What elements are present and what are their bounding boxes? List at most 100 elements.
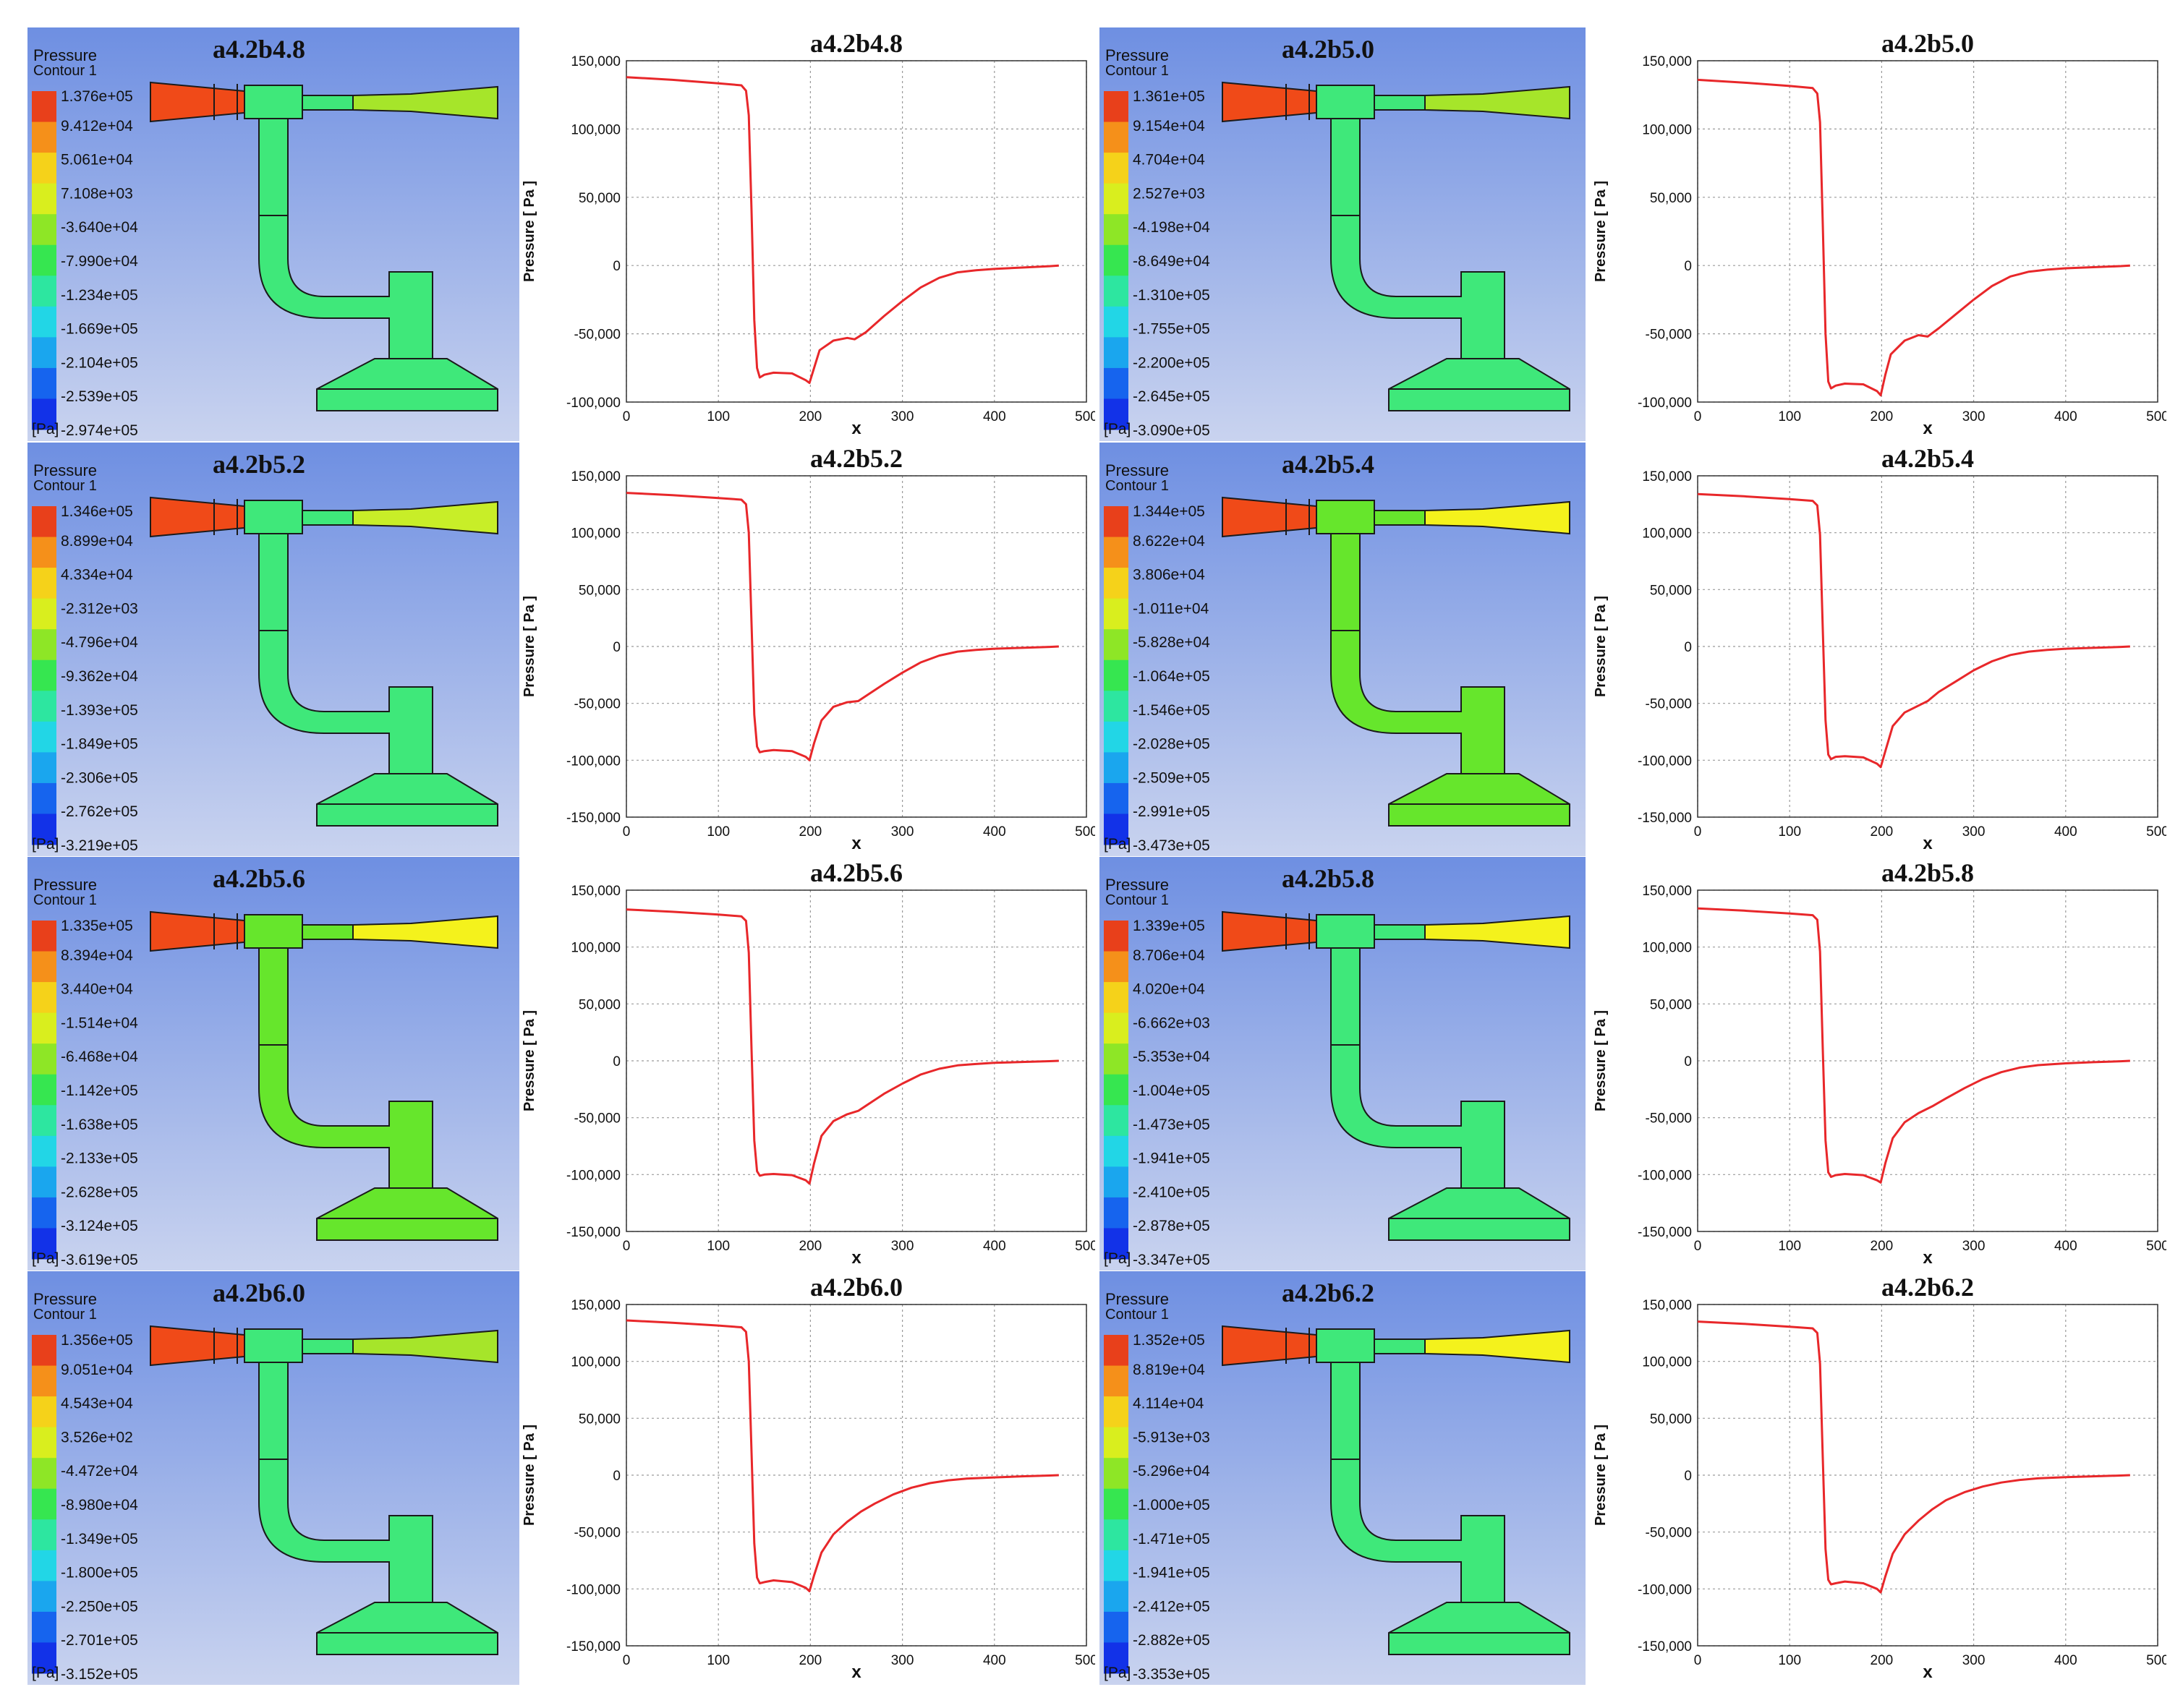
legend-tick-label: -1.000e+05 bbox=[1133, 1497, 1210, 1513]
legend-subtitle: Contour 1 bbox=[1105, 478, 1169, 494]
legend-color-swatch bbox=[1104, 1166, 1128, 1198]
legend-tick-label: -1.514e+04 bbox=[61, 1015, 138, 1031]
legend-tick-label: 5.061e+04 bbox=[61, 152, 133, 168]
legend-tick-label: -1.142e+05 bbox=[61, 1083, 138, 1099]
plot-frame bbox=[1697, 1304, 2158, 1647]
pressure-line bbox=[1697, 492, 2130, 769]
y-tick-label: -100,000 bbox=[1638, 753, 1692, 769]
legend-color-swatch bbox=[1104, 183, 1128, 215]
legend-subtitle: Contour 1 bbox=[33, 478, 97, 494]
pressure-plot: a4.2b5.0 150,000 100,000 50,000 0 -50,000 -100… bbox=[1593, 29, 2166, 438]
legend-tick-label: -2.410e+05 bbox=[1133, 1184, 1210, 1200]
contour-title: a4.2b4.8 bbox=[213, 35, 305, 64]
x-tick-label: 500 bbox=[2146, 409, 2166, 424]
legend-tick-label: -2.028e+05 bbox=[1133, 736, 1210, 753]
legend-tick-label: 4.543e+04 bbox=[61, 1396, 133, 1412]
legend-color-swatch bbox=[1104, 629, 1128, 661]
legend-tick-label: -3.219e+05 bbox=[61, 837, 138, 854]
plot-title: a4.2b5.2 bbox=[810, 444, 903, 473]
legend-color-swatch bbox=[32, 537, 56, 568]
contour-cell: Pressure Contour 1 a4.2b5.4 1.344e+05 8.622e… bbox=[1099, 443, 1586, 856]
legend-tick-label: 2.527e+03 bbox=[1133, 185, 1205, 202]
legend-tick-label: -3.090e+05 bbox=[1133, 422, 1210, 439]
y-tick-label: -100,000 bbox=[566, 1168, 621, 1183]
legend-color-swatch bbox=[1104, 506, 1128, 538]
legend-tick-label: -1.471e+05 bbox=[1133, 1531, 1210, 1547]
legend-title: Pressure bbox=[33, 876, 97, 894]
legend-title: Pressure bbox=[33, 46, 97, 64]
legend-tick-label: -1.473e+05 bbox=[1133, 1116, 1210, 1133]
plot-cell: a4.2b5.8 150,000 100,000 50,000 0 -50,000 -100… bbox=[1588, 857, 2166, 1271]
x-tick-label: 100 bbox=[1778, 1239, 1801, 1254]
x-tick-label: 300 bbox=[891, 409, 914, 424]
legend-color-swatch bbox=[32, 814, 56, 845]
legend-tick-label: -3.640e+04 bbox=[61, 219, 138, 236]
legend-tick-label: 3.806e+04 bbox=[1133, 567, 1205, 584]
legend-color-swatch bbox=[32, 659, 56, 691]
legend-unit: [Pa] bbox=[32, 836, 59, 853]
legend-color-swatch bbox=[1104, 1396, 1128, 1428]
x-tick-label: 400 bbox=[2054, 824, 2077, 840]
legend-tick-label: -5.828e+04 bbox=[1133, 634, 1210, 651]
legend-color-swatch bbox=[32, 1396, 56, 1428]
legend-subtitle: Contour 1 bbox=[1105, 892, 1169, 908]
legend-tick-label: -1.004e+05 bbox=[1133, 1083, 1210, 1099]
mixing-chamber bbox=[244, 914, 303, 949]
legend-color-swatch bbox=[1104, 1488, 1128, 1520]
x-tick-label: 400 bbox=[983, 1653, 1006, 1668]
legend-color-swatch bbox=[1104, 1335, 1128, 1367]
legend-tick-label: -1.310e+05 bbox=[1133, 287, 1210, 304]
throat-section bbox=[1374, 510, 1426, 526]
diffuser-section bbox=[1424, 85, 1570, 120]
y-tick-label: 0 bbox=[1684, 1469, 1692, 1484]
x-tick-label: 400 bbox=[2054, 1653, 2077, 1668]
legend-color-swatch bbox=[1104, 367, 1128, 399]
legend-color-swatch bbox=[1104, 1012, 1128, 1044]
ejector-geometry bbox=[150, 81, 498, 411]
legend-tick-label: -4.796e+04 bbox=[61, 634, 138, 651]
legend-color-swatch bbox=[32, 691, 56, 722]
legend-color-swatch bbox=[32, 568, 56, 599]
plot-cell: a4.2b5.6 150,000 100,000 50,000 0 -50,000 -100… bbox=[516, 857, 1095, 1271]
x-tick-label: 400 bbox=[2054, 409, 2077, 424]
legend-color-swatch bbox=[32, 337, 56, 369]
y-tick-label: 50,000 bbox=[579, 1412, 621, 1427]
legend-color-swatch bbox=[32, 1228, 56, 1260]
x-tick-label: 400 bbox=[2054, 1239, 2077, 1254]
legend-tick-label: -2.200e+05 bbox=[1133, 354, 1210, 371]
y-axis-label: Pressure [ Pa ] bbox=[1593, 596, 1609, 697]
legend-tick-label: -1.755e+05 bbox=[1133, 321, 1210, 338]
y-tick-label: 150,000 bbox=[571, 1298, 621, 1313]
y-tick-label: 150,000 bbox=[1642, 1298, 1692, 1313]
x-tick-label: 400 bbox=[983, 1239, 1006, 1254]
legend-color-swatch bbox=[32, 367, 56, 399]
y-tick-label: -150,000 bbox=[1638, 811, 1692, 826]
legend-color-swatch bbox=[1104, 814, 1128, 845]
plot-cell: a4.2b6.0 150,000 100,000 50,000 0 -50,000 -100… bbox=[516, 1271, 1095, 1685]
legend-color-swatch bbox=[1104, 691, 1128, 722]
legend-color-swatch bbox=[1104, 782, 1128, 814]
pressure-plot: a4.2b6.2 150,000 100,000 50,000 0 -50,000 -100… bbox=[1593, 1273, 2166, 1682]
legend-tick-label: -3.152e+05 bbox=[61, 1666, 138, 1683]
plot-title: a4.2b5.4 bbox=[1881, 444, 1974, 473]
legend-color-swatch bbox=[1104, 537, 1128, 568]
diffuser-section bbox=[1424, 500, 1570, 535]
x-tick-label: 100 bbox=[1778, 824, 1801, 840]
legend-subtitle: Contour 1 bbox=[33, 63, 97, 79]
legend-tick-label: 1.356e+05 bbox=[61, 1332, 133, 1349]
legend-unit: [Pa] bbox=[1104, 836, 1131, 853]
legend-unit: [Pa] bbox=[32, 1250, 59, 1267]
legend-color-swatch bbox=[32, 782, 56, 814]
legend-color-swatch bbox=[1104, 1550, 1128, 1581]
y-tick-label: 0 bbox=[613, 259, 621, 274]
x-tick-label: 400 bbox=[983, 824, 1006, 840]
x-tick-label: 0 bbox=[1694, 409, 1702, 424]
legend-color-swatch bbox=[32, 1519, 56, 1551]
x-tick-label: 200 bbox=[1871, 824, 1894, 840]
ejector-geometry bbox=[150, 910, 498, 1241]
y-tick-label: -150,000 bbox=[566, 1639, 621, 1654]
legend-tick-label: -1.638e+05 bbox=[61, 1116, 138, 1133]
legend-tick-label: -2.539e+05 bbox=[61, 388, 138, 405]
